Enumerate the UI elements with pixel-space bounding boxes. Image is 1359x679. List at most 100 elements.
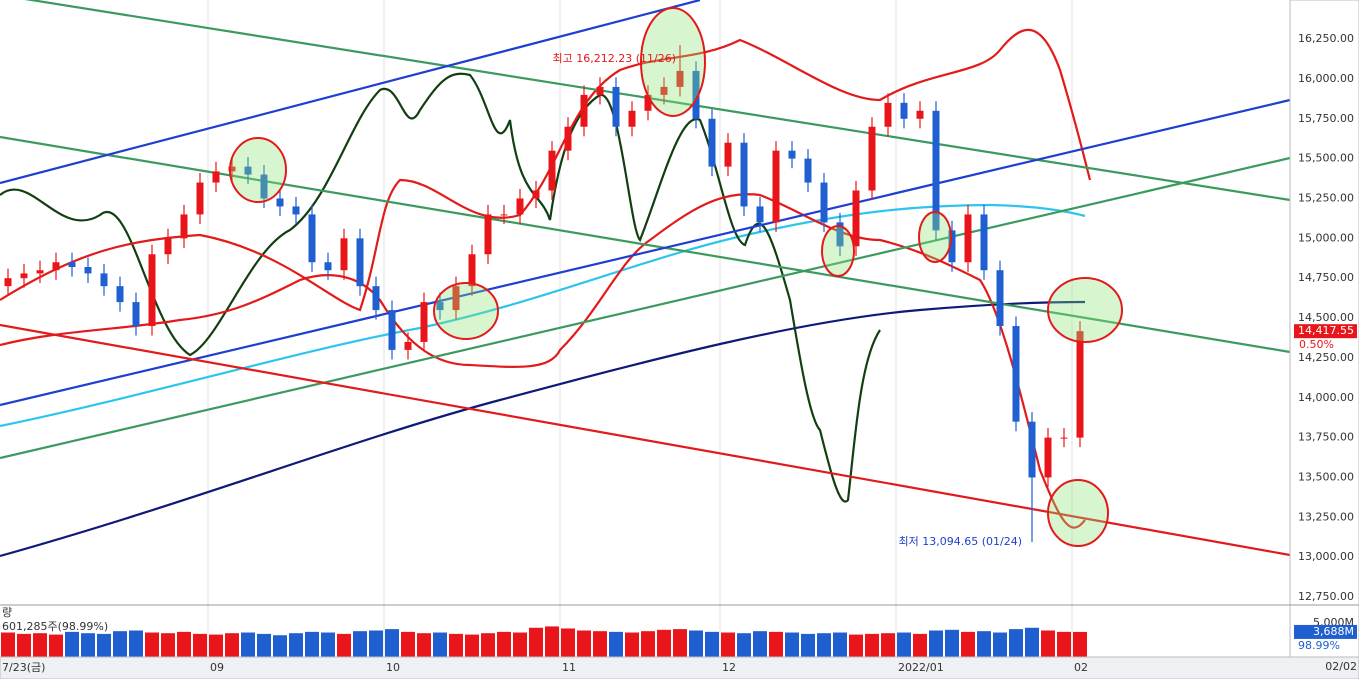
candle-body [660,86,668,95]
candle-body [436,302,444,311]
y-tick-label: 15,750.00 [1298,112,1354,125]
volume-bar [1009,629,1023,657]
candles [1,45,1087,657]
volume-bar [657,629,671,657]
candle-body [372,286,380,311]
volume-bar [529,627,543,657]
volume-bar [913,633,927,657]
highlight-circle [433,282,499,340]
volume-bar [337,633,351,657]
candle-body [644,94,652,111]
y-tick-label: 14,000.00 [1298,391,1354,404]
trend-line [0,156,1291,460]
volume-bar [961,631,975,657]
volume-bar [369,630,383,657]
candle-body [388,310,396,350]
trend-line [0,98,1291,407]
candle-body [452,286,460,311]
volume-bar [49,634,63,657]
candle-body [100,273,108,287]
y-tick-label: 13,000.00 [1298,550,1354,563]
volume-bar [593,631,607,657]
x-tick-label: 7/23(금) [2,661,45,674]
volume-bar [289,633,303,657]
highlight-circle [918,211,952,263]
volume-bar [497,631,511,657]
highlights [229,7,1123,547]
y-tick-label: 16,000.00 [1298,72,1354,85]
candle-body [116,286,124,303]
y-tick-label: 16,250.00 [1298,32,1354,45]
candle-body [724,142,732,167]
candle-body [228,166,236,172]
candle-body [340,238,348,271]
candle-body [132,302,140,327]
volume-bar [433,632,447,657]
volume-bar [1041,630,1055,657]
last-volume-ratio: 98.99% [1298,639,1340,652]
candle-body [916,110,924,119]
y-tick-label: 15,250.00 [1298,191,1354,204]
volume-bar [673,629,687,657]
candle-body [804,158,812,183]
candle-body [500,214,508,216]
volume-bar [721,632,735,657]
candle-body [788,150,796,159]
volume-bar [865,633,879,657]
volume-bar [481,633,495,657]
volume-bar [321,632,335,657]
candle-body [980,214,988,271]
candle-body [180,214,188,239]
candle-body [596,86,604,95]
volume-bar [513,632,527,657]
volume-bar [769,631,783,657]
y-tick-label: 14,250.00 [1298,351,1354,364]
y-tick-label: 14,500.00 [1298,311,1354,324]
volume-bar [273,635,287,657]
volume-bar [641,631,655,657]
volume-bar [993,632,1007,657]
volume-bar [401,631,415,657]
volume-bar [241,632,255,657]
y-tick-label: 14,750.00 [1298,271,1354,284]
volume-bar [465,634,479,657]
candle-body [84,267,92,274]
candle-body [676,70,684,87]
highlight-circle [821,225,855,277]
band-line [0,28,1092,312]
last-price-label: 14,417.55 [1298,324,1354,337]
volume-bar [1073,631,1087,657]
candle-body [580,94,588,127]
volume-bar [449,633,463,657]
ma-line [0,300,1086,558]
volume-bar [577,630,591,657]
candle-body [852,190,860,247]
candle-body [164,238,172,255]
candle-body [740,142,748,207]
candle-body [708,118,716,167]
volume-bar [817,633,831,657]
volume-bar [81,633,95,657]
y-tick-label: 15,500.00 [1298,152,1354,165]
volume-bar [897,632,911,657]
candle-body [276,198,284,207]
x-tick-label: 02 [1074,661,1088,674]
candle-body [468,254,476,287]
volume-bar [849,634,863,657]
candle-body [964,214,972,263]
x-tick-label: 10 [386,661,400,674]
volume-bar [1057,631,1071,657]
x-tick-label: 12 [722,661,736,674]
volume-bar [1025,627,1039,657]
candle-body [68,262,76,268]
volume-bar [689,630,703,657]
trend-line [0,323,1291,557]
volume-bar [417,633,431,657]
candle-body [612,86,620,127]
y-tick-label: 13,250.00 [1298,510,1354,523]
candle-body [996,270,1004,327]
volume-bar [177,631,191,657]
trend-line [0,0,701,185]
candle-body [900,102,908,119]
candle-body [868,126,876,191]
